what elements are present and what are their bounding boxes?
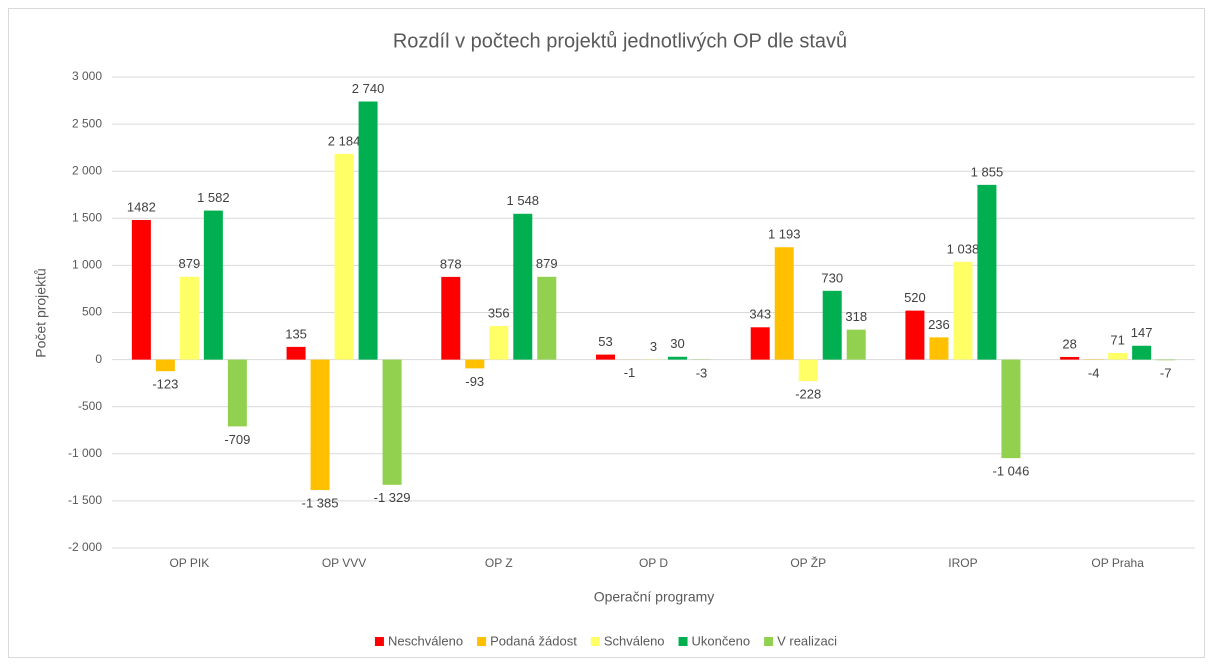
bar — [846, 329, 866, 360]
bar — [537, 276, 557, 360]
x-tick-label: IROP — [948, 556, 977, 570]
data-label: -3 — [696, 365, 708, 380]
data-label: 2 740 — [352, 81, 385, 96]
bar — [441, 276, 461, 360]
bar — [1108, 352, 1128, 360]
legend-swatch — [374, 637, 384, 646]
bar — [1001, 359, 1021, 459]
legend-label: V realizaci — [777, 633, 837, 648]
data-label: 2 184 — [328, 133, 361, 148]
bar — [465, 359, 485, 369]
data-label: 135 — [285, 326, 307, 341]
legend-swatch — [477, 637, 487, 646]
data-label: 520 — [904, 290, 926, 305]
x-tick-label: OP VVV — [322, 556, 366, 570]
legend-label: Ukončeno — [692, 633, 751, 648]
data-label: 71 — [1110, 332, 1124, 347]
bar — [1132, 345, 1152, 360]
data-label: -123 — [152, 377, 178, 392]
data-label: 1 855 — [971, 164, 1004, 179]
y-tick-label: 500 — [82, 305, 102, 319]
y-tick-label: 0 — [95, 352, 102, 366]
y-tick-label: 2 000 — [72, 163, 102, 177]
bar — [310, 359, 330, 491]
y-tick-label: 3 000 — [72, 69, 102, 83]
y-tick-label: 1 500 — [72, 210, 102, 224]
y-tick-label: -1 000 — [68, 446, 102, 460]
bar — [382, 359, 402, 485]
data-label: 53 — [598, 334, 612, 349]
bar — [905, 310, 925, 360]
bar — [668, 356, 687, 360]
bar — [1156, 359, 1176, 361]
x-tick-label: OP Praha — [1091, 556, 1144, 570]
data-label: 28 — [1062, 336, 1076, 351]
data-label: 1 582 — [197, 190, 230, 205]
bar — [750, 327, 770, 360]
data-label: -228 — [795, 387, 821, 402]
data-label: -1 — [624, 365, 636, 380]
bar — [596, 354, 615, 360]
data-label: 1 548 — [507, 193, 540, 208]
data-label: 1482 — [127, 199, 156, 214]
bar — [203, 210, 223, 360]
y-tick-label: -1 500 — [68, 493, 102, 507]
legend-swatch — [678, 637, 688, 646]
data-label: -93 — [465, 374, 484, 389]
data-label: -1 329 — [374, 490, 411, 505]
data-label: -1 046 — [992, 464, 1029, 479]
data-label: 879 — [179, 256, 201, 271]
legend-label: Podaná žádost — [490, 633, 577, 648]
data-label: 356 — [488, 306, 510, 321]
bar — [358, 101, 378, 360]
data-label: -709 — [224, 432, 250, 447]
bar — [334, 153, 354, 360]
data-label: 730 — [821, 270, 843, 285]
x-tick-label: OP ŽP — [790, 555, 826, 570]
legend-swatch — [590, 637, 600, 646]
chart-title: Rozdíl v počtech projektů jednotlivých O… — [393, 30, 847, 52]
data-label: 1 038 — [947, 241, 980, 256]
bar — [179, 276, 199, 360]
data-label: 878 — [440, 256, 462, 271]
y-tick-label: -500 — [78, 399, 102, 413]
bar — [774, 247, 794, 360]
bar — [489, 326, 509, 360]
data-label: 318 — [845, 309, 867, 324]
bar — [155, 359, 175, 372]
data-label: 343 — [749, 307, 771, 322]
bar — [977, 184, 997, 360]
data-label: -1 385 — [302, 496, 339, 511]
y-tick-label: 2 500 — [72, 116, 102, 130]
bar — [953, 261, 973, 360]
legend-label: Neschváleno — [388, 633, 463, 648]
bar — [798, 359, 818, 382]
y-tick-label: -2 000 — [68, 540, 102, 554]
data-label: -4 — [1088, 365, 1100, 380]
x-tick-label: OP Z — [485, 556, 513, 570]
data-label: 1 193 — [768, 227, 801, 242]
y-tick-label: 1 000 — [72, 258, 102, 272]
legend-label: Schváleno — [604, 633, 665, 648]
bar — [1060, 356, 1080, 360]
data-label: 3 — [650, 339, 657, 354]
data-label: 236 — [928, 317, 950, 332]
bar — [929, 337, 949, 360]
bar — [227, 359, 247, 427]
y-axis-title: Počet projektů — [33, 268, 49, 358]
data-label: 30 — [670, 336, 684, 351]
bar — [131, 219, 151, 360]
x-tick-label: OP D — [639, 556, 668, 570]
bar — [822, 290, 842, 360]
data-label: 879 — [536, 256, 558, 271]
legend-swatch — [764, 637, 774, 646]
data-label: -7 — [1160, 366, 1172, 381]
data-label: 147 — [1131, 325, 1153, 340]
bar — [286, 346, 306, 360]
x-tick-label: OP PIK — [169, 556, 209, 570]
x-axis-title: Operační programy — [594, 589, 715, 605]
bar — [513, 213, 533, 360]
